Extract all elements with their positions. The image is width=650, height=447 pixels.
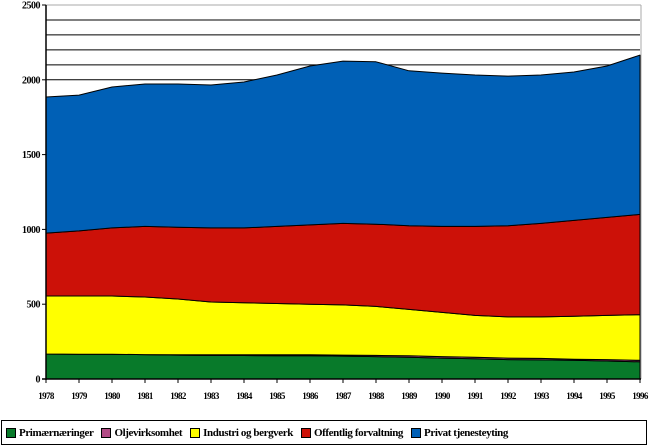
x-tick-label: 1994 <box>566 391 583 401</box>
legend-label: Industri og bergverk <box>203 426 293 439</box>
stacked-area-chart: 0 500 1000 1500 2000 2500 1978 1979 1980 1981 1982… <box>22 1 649 402</box>
legend-item-oljevirksomhet: Oljevirksomhet <box>101 426 183 439</box>
y-tick-label: 1000 <box>22 225 41 236</box>
y-tick-label: 500 <box>27 300 41 311</box>
x-tick-label: 1980 <box>104 391 121 401</box>
x-tick-label: 1990 <box>434 391 451 401</box>
area-privat-tjenesteyting <box>45 54 641 234</box>
legend-swatch-icon <box>101 427 112 438</box>
x-tick-label: 1996 <box>632 391 649 401</box>
x-tick-label: 1978 <box>38 391 55 401</box>
legend-item-industri: Industri og bergverk <box>190 427 293 439</box>
legend-item-offentlig: Offentlig forvaltning <box>300 426 404 439</box>
x-tick-label: 1983 <box>203 391 220 401</box>
area-series-group <box>45 54 641 380</box>
x-tick-label: 1991 <box>467 391 484 401</box>
x-tick-label: 1985 <box>269 391 286 401</box>
x-tick-label: 1979 <box>71 391 88 401</box>
y-tick-label: 2500 <box>22 1 41 12</box>
chart-legend: Primærnæringer Oljevirksomhet Industri o… <box>1 420 647 445</box>
x-tick-label: 1986 <box>302 391 319 401</box>
legend-label: Offentlig forvaltning <box>313 426 404 439</box>
x-tick-label: 1989 <box>401 391 418 401</box>
legend-label: Primærnæringer <box>19 426 94 439</box>
x-tick-label: 1987 <box>335 391 352 401</box>
x-tick-label: 1993 <box>533 391 550 401</box>
legend-label: Privat tjenesteyting <box>424 426 508 439</box>
legend-swatch-icon <box>300 427 311 438</box>
axes: 0 500 1000 1500 2000 2500 1978 1979 1980 1981 1982… <box>22 1 649 402</box>
legend-label: Oljevirksomhet <box>114 426 183 439</box>
x-tick-label: 1992 <box>500 391 517 401</box>
legend-swatch-icon <box>6 427 16 438</box>
legend-swatch-icon <box>190 427 201 438</box>
x-tick-label: 1981 <box>137 391 154 401</box>
legend-swatch-icon <box>411 427 422 438</box>
legend-item-primaernaeringer: Primærnæringer <box>6 426 94 439</box>
y-tick-label: 0 <box>36 375 41 386</box>
x-tick-label: 1982 <box>170 391 187 401</box>
legend-item-privat: Privat tjenesteyting <box>411 427 508 439</box>
y-tick-label: 1500 <box>22 150 41 161</box>
y-tick-label: 2000 <box>22 75 41 86</box>
x-tick-label: 1984 <box>236 391 253 401</box>
x-tick-label: 1995 <box>599 391 616 401</box>
x-tick-label: 1988 <box>368 391 385 401</box>
